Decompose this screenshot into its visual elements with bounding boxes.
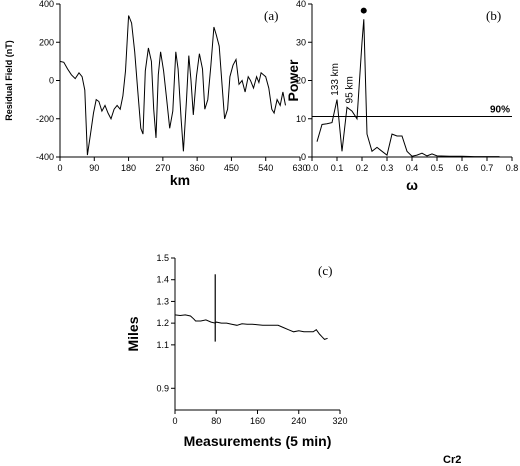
- panel-b-power-spectrum: 0.0 0.1 0.2 0.3 0.4 0.5 0.6 0.7 0.8 0 10 20 30 40 ω Pow…: [285, 0, 518, 193]
- y-tick-label: 200: [39, 37, 54, 47]
- x-tick-label: 0.2: [356, 163, 369, 173]
- x-tick-label: 320: [332, 416, 347, 426]
- x-tick-label: 0.1: [331, 163, 344, 173]
- panel-label: (b): [486, 8, 501, 23]
- y-tick-label: 1.2: [156, 318, 169, 328]
- y-tick-label: 1.5: [156, 253, 169, 263]
- x-tick-label: 0: [172, 416, 177, 426]
- x-tick-label: 90: [89, 163, 99, 173]
- panel-a-residual-field: 0 90 180 270 360 450 540 630-400-2000200400kmRe…: [4, 0, 308, 188]
- panel-label: (c): [318, 263, 332, 278]
- x-tick-label: 180: [121, 163, 136, 173]
- y-tick-label: 400: [39, 0, 54, 9]
- y-tick-label: 0.9: [156, 383, 169, 393]
- peak-marker-dot: [360, 7, 367, 14]
- x-axis-label: ω: [406, 177, 418, 193]
- x-tick-label: 0.0: [306, 163, 319, 173]
- panel-c-miles-measurements: 0 80 160 240 320 0.9 1.1 1.2 1.3 1.4 1.5 Measuremen…: [125, 253, 348, 449]
- x-tick-label: 0.3: [381, 163, 394, 173]
- series-line: [174, 314, 328, 340]
- x-tick-label: 540: [258, 163, 273, 173]
- y-tick-label: 10: [296, 114, 306, 124]
- y-tick-label: 40: [296, 0, 306, 9]
- y-tick-label: 0: [301, 152, 306, 162]
- y-axis-label: Power: [285, 59, 301, 102]
- y-tick-label: -400: [36, 152, 54, 162]
- x-tick-label: 240: [291, 416, 306, 426]
- y-tick-label: 1.1: [156, 340, 169, 350]
- series-line: [59, 15, 286, 156]
- x-axis-label: km: [170, 172, 190, 188]
- y-tick-label: 0: [49, 76, 54, 86]
- threshold-label: 90%: [490, 104, 510, 115]
- panel-label: (a): [264, 8, 278, 23]
- x-tick-label: 270: [155, 163, 170, 173]
- y-tick-label: 30: [296, 37, 306, 47]
- x-tick-label: 0.6: [456, 163, 469, 173]
- x-tick-label: 0.4: [406, 163, 419, 173]
- x-tick-label: 0.5: [431, 163, 444, 173]
- y-tick-label: 1.3: [156, 296, 169, 306]
- x-tick-label: 450: [224, 163, 239, 173]
- y-axis-label: Residual Field (nT): [4, 40, 14, 121]
- y-tick-label: 20: [296, 76, 306, 86]
- footer-label: Cr2: [443, 454, 461, 466]
- peak-annotation: 133 km: [330, 63, 341, 96]
- x-tick-label: 630: [292, 163, 307, 173]
- y-axis-label: Miles: [125, 316, 141, 351]
- y-tick-label: 1.4: [156, 275, 169, 285]
- x-tick-label: 160: [250, 416, 265, 426]
- x-axis-label: Measurements (5 min): [184, 433, 332, 449]
- x-tick-label: 0.8: [506, 163, 519, 173]
- series-line: [316, 19, 500, 158]
- x-tick-label: 0: [57, 163, 62, 173]
- x-tick-label: 360: [190, 163, 205, 173]
- y-tick-label: -200: [36, 114, 54, 124]
- x-tick-label: 80: [211, 416, 221, 426]
- peak-annotation: 95 km: [345, 76, 356, 103]
- x-tick-label: 0.7: [481, 163, 494, 173]
